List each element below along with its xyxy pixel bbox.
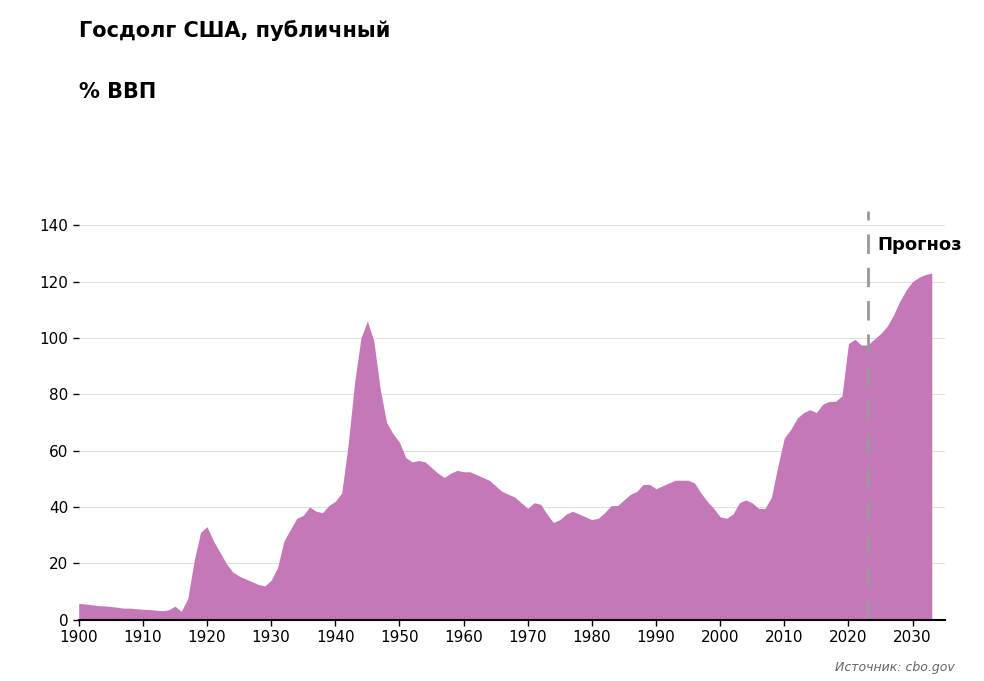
Text: Госдолг США, публичный: Госдолг США, публичный <box>79 20 390 42</box>
Text: Источник: cbo.gov: Источник: cbo.gov <box>834 661 954 674</box>
Text: % ВВП: % ВВП <box>79 82 156 101</box>
Text: Прогноз: Прогноз <box>878 236 962 255</box>
